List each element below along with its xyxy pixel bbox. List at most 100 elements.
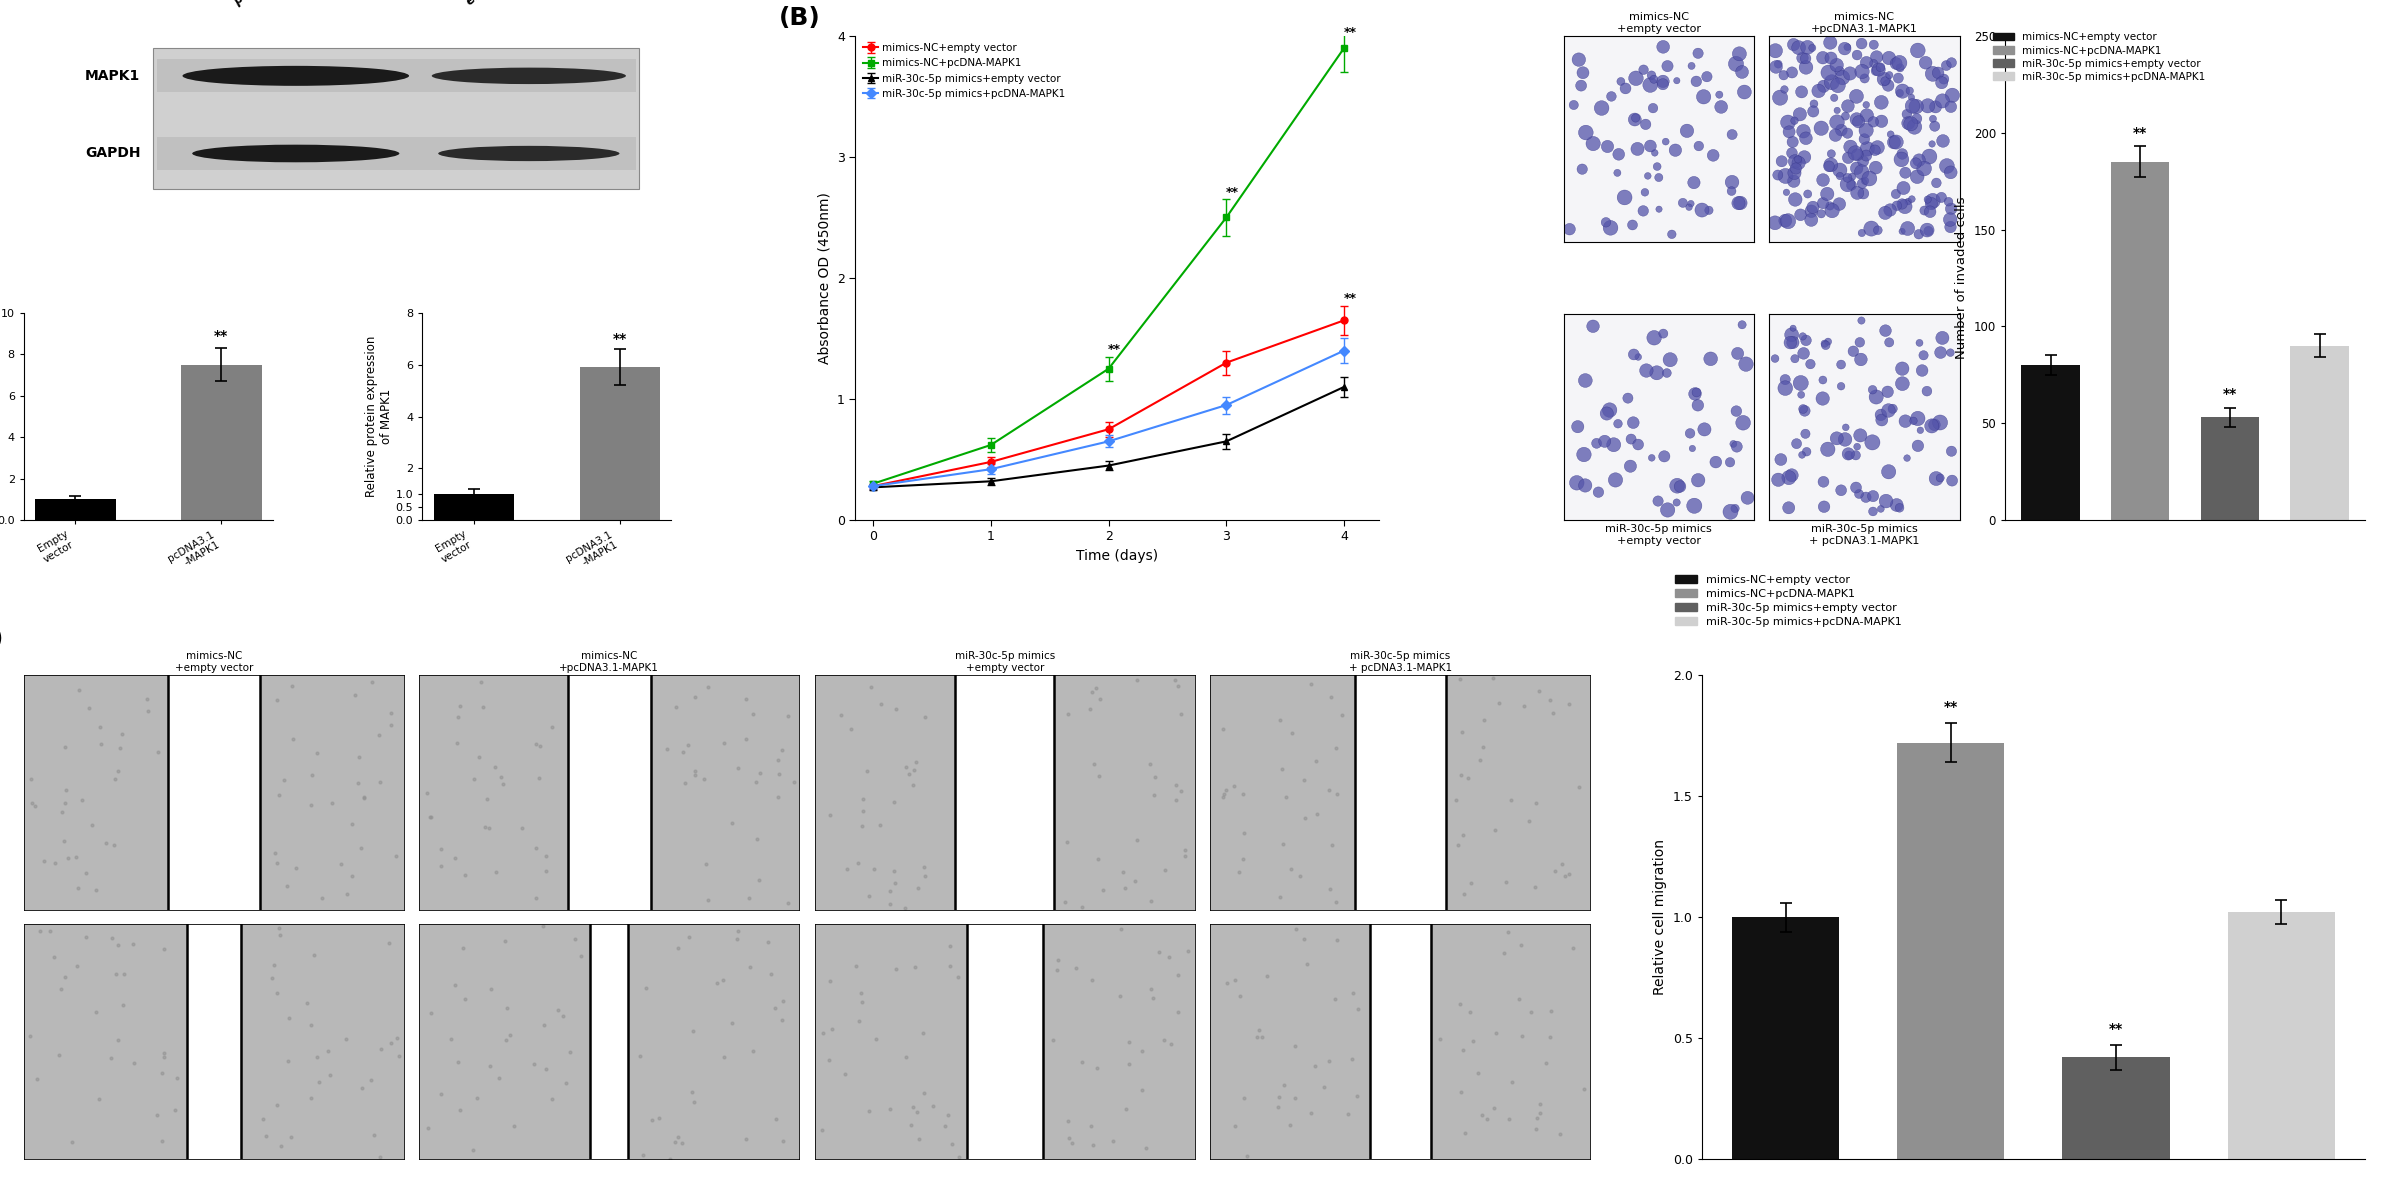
Y-axis label: Relative protein expression
of MAPK1: Relative protein expression of MAPK1 bbox=[366, 336, 392, 497]
Point bbox=[1890, 114, 1928, 133]
Point bbox=[1842, 33, 1880, 53]
Point bbox=[1861, 57, 1899, 76]
Point bbox=[1567, 476, 1605, 495]
Point bbox=[1632, 136, 1670, 155]
Point bbox=[1854, 380, 1892, 399]
Point bbox=[1820, 166, 1859, 185]
Point bbox=[1866, 72, 1904, 91]
Point bbox=[1722, 62, 1761, 81]
Point bbox=[1670, 424, 1708, 443]
Point bbox=[1861, 405, 1899, 424]
Point bbox=[1840, 112, 1878, 131]
Point bbox=[1787, 331, 1825, 350]
Point bbox=[1878, 54, 1916, 73]
Point bbox=[1823, 121, 1861, 140]
Point bbox=[1916, 117, 1954, 136]
Point bbox=[1634, 69, 1672, 88]
Title: mimics-NC
+pcDNA3.1-MAPK1: mimics-NC +pcDNA3.1-MAPK1 bbox=[559, 651, 659, 673]
Point bbox=[1610, 456, 1648, 476]
Point bbox=[1620, 348, 1658, 367]
Point bbox=[1801, 118, 1840, 137]
Point bbox=[1646, 447, 1684, 466]
Point bbox=[1859, 48, 1897, 67]
Text: **: ** bbox=[2133, 125, 2148, 140]
Point bbox=[1756, 41, 1794, 60]
Point bbox=[1711, 502, 1749, 521]
Point bbox=[1801, 204, 1840, 223]
Point bbox=[1828, 37, 1866, 56]
Text: MAPK1: MAPK1 bbox=[86, 69, 141, 82]
Point bbox=[1722, 315, 1761, 335]
Point bbox=[1677, 72, 1715, 91]
Point bbox=[1713, 182, 1751, 201]
Point bbox=[1868, 382, 1906, 402]
Point bbox=[1811, 33, 1849, 53]
Point bbox=[1832, 176, 1871, 195]
Point bbox=[1773, 133, 1811, 152]
Point bbox=[1644, 72, 1682, 91]
Point bbox=[1651, 350, 1689, 369]
Point bbox=[1899, 41, 1937, 60]
Title: miR-30c-5p mimics
+empty vector: miR-30c-5p mimics +empty vector bbox=[956, 651, 1056, 673]
Point bbox=[1591, 219, 1629, 238]
Point bbox=[1883, 358, 1921, 378]
Point bbox=[1589, 404, 1627, 423]
Point bbox=[1832, 167, 1871, 186]
Point bbox=[1615, 345, 1653, 364]
Point bbox=[1794, 94, 1832, 114]
Bar bbox=[2112, 161, 2169, 520]
Bar bbox=[167, 675, 260, 911]
X-axis label: miR-30c-5p mimics
+empty vector: miR-30c-5p mimics +empty vector bbox=[1605, 525, 1713, 546]
Point bbox=[1808, 63, 1847, 82]
Point bbox=[1773, 63, 1811, 82]
Point bbox=[1806, 335, 1844, 354]
Point bbox=[1617, 109, 1656, 128]
Point bbox=[1634, 329, 1672, 348]
Point bbox=[1921, 413, 1959, 433]
Point bbox=[1837, 183, 1875, 202]
Point bbox=[1897, 97, 1935, 116]
Point bbox=[1672, 439, 1711, 458]
Point bbox=[1658, 476, 1696, 495]
Point bbox=[1914, 191, 1952, 210]
Point bbox=[1911, 194, 1949, 213]
Point bbox=[1863, 410, 1902, 429]
Point bbox=[1887, 411, 1926, 430]
Bar bbox=[1897, 743, 2004, 1159]
Point bbox=[1808, 440, 1847, 459]
Point bbox=[1711, 453, 1749, 472]
Point bbox=[1892, 115, 1930, 134]
Text: **: ** bbox=[1343, 26, 1357, 39]
Point bbox=[1909, 190, 1947, 209]
Point bbox=[1856, 61, 1894, 80]
Point bbox=[1639, 363, 1677, 382]
Bar bbox=[2021, 366, 2081, 520]
Point bbox=[1765, 80, 1804, 99]
Point bbox=[1629, 166, 1668, 185]
Point bbox=[1773, 466, 1811, 485]
Point bbox=[1813, 145, 1851, 164]
Point bbox=[1818, 75, 1856, 94]
Bar bbox=[158, 137, 635, 170]
Point bbox=[1582, 98, 1620, 117]
Point bbox=[1828, 123, 1866, 142]
Title: mimics-NC
+empty vector: mimics-NC +empty vector bbox=[1617, 12, 1701, 33]
Point bbox=[1866, 491, 1904, 510]
Point bbox=[1648, 363, 1687, 382]
Point bbox=[1921, 343, 1959, 362]
Point bbox=[1909, 97, 1947, 116]
Point bbox=[1775, 172, 1813, 191]
Point bbox=[1785, 122, 1823, 141]
Point bbox=[1899, 333, 1937, 353]
Point bbox=[1930, 210, 1969, 229]
Point bbox=[1883, 145, 1921, 164]
Point bbox=[1890, 219, 1928, 238]
Bar bbox=[581, 367, 659, 520]
Point bbox=[1679, 396, 1718, 415]
Point bbox=[1837, 143, 1875, 163]
Point bbox=[1830, 63, 1868, 82]
Point bbox=[1765, 66, 1804, 85]
Text: (D): (D) bbox=[0, 626, 5, 650]
Point bbox=[1718, 437, 1756, 456]
Point bbox=[1550, 220, 1589, 239]
